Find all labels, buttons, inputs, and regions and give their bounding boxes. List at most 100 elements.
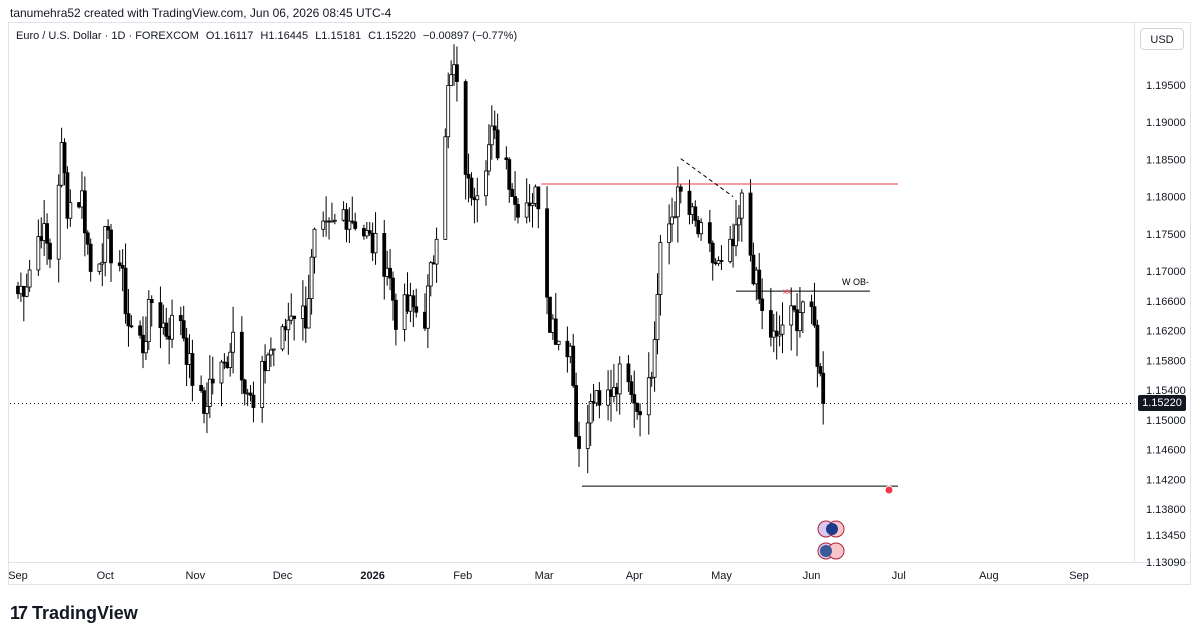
candle-body	[242, 379, 247, 394]
candle-body	[475, 195, 480, 201]
candle-body	[146, 299, 151, 343]
change-value: −0.00897 (−0.77%)	[422, 30, 518, 42]
x-tick-label: Nov	[186, 570, 206, 582]
candle-body	[109, 229, 113, 264]
candle-body	[777, 333, 782, 337]
candle-body	[545, 208, 549, 298]
x-tick-label: Mar	[535, 570, 554, 582]
time-axis-divider	[8, 562, 1191, 563]
x-tick-label: Apr	[626, 570, 643, 582]
candle-body	[655, 294, 660, 341]
candle-body	[120, 265, 125, 269]
candle-body	[36, 236, 41, 271]
xx-marker: xx	[783, 287, 791, 296]
candle-body	[606, 389, 610, 406]
eu-flag-icon	[826, 523, 838, 535]
candle-body	[309, 256, 314, 299]
candle-body	[446, 85, 451, 138]
currency-button[interactable]: USD	[1140, 28, 1184, 50]
candle-body	[321, 220, 326, 230]
candle-body	[205, 405, 209, 414]
candle-body	[117, 262, 122, 266]
tradingview-logo-mark: 17	[10, 602, 28, 623]
candle-body	[144, 341, 148, 354]
candle-body	[530, 203, 535, 207]
candle-body	[65, 172, 70, 219]
y-tick-label: 1.15000	[1146, 415, 1186, 427]
candle-body	[260, 361, 265, 408]
candle-body	[556, 340, 561, 345]
candle-body	[495, 129, 500, 159]
symbol-legend: Euro / U.S. Dollar · 1D · FOREXCOM O1.16…	[16, 30, 521, 42]
candle-body	[184, 337, 189, 365]
candle-body	[489, 125, 494, 146]
us-flag-icon	[820, 545, 832, 557]
candle-body	[748, 192, 753, 256]
candle-body	[548, 296, 552, 333]
y-tick-label: 1.19500	[1146, 80, 1186, 92]
x-tick-label: May	[711, 570, 732, 582]
y-tick-label: 1.13450	[1146, 530, 1186, 542]
y-tick-label: 1.18500	[1146, 154, 1186, 166]
candle-body	[699, 222, 704, 235]
candle-body	[248, 392, 253, 396]
candle-body	[513, 196, 517, 205]
candle-body	[455, 64, 459, 82]
low-value: L1.15181	[315, 30, 362, 42]
candle-body	[68, 202, 73, 219]
candle-body	[638, 411, 642, 416]
candle-body	[800, 301, 805, 314]
candle-body	[780, 324, 785, 335]
tradingview-logo: 17 TradingView	[10, 602, 138, 624]
x-tick-label: Jun	[803, 570, 821, 582]
x-tick-label: Dec	[273, 570, 293, 582]
y-tick-label: 1.14200	[1146, 474, 1186, 486]
candle-body	[82, 190, 87, 234]
candle-body	[734, 224, 738, 247]
candle-body	[373, 233, 378, 254]
candle-body	[286, 319, 291, 331]
candle-body	[463, 81, 468, 175]
candle-body	[504, 157, 509, 161]
order-block-label: W OB-	[842, 277, 869, 287]
candle-body	[391, 277, 395, 301]
x-tick-label: 2026	[360, 570, 384, 582]
candle-body	[571, 345, 576, 386]
candle-body	[635, 402, 640, 412]
x-tick-label: Sep	[1069, 570, 1089, 582]
y-tick-label: 1.19000	[1146, 117, 1186, 129]
candle-body	[536, 186, 541, 210]
candle-body	[719, 260, 724, 262]
candle-body	[178, 315, 183, 322]
candle-body	[757, 269, 762, 300]
candle-body	[774, 330, 779, 337]
candle-body	[707, 222, 712, 244]
candle-body	[507, 159, 512, 190]
x-tick-label: Sep	[8, 570, 28, 582]
candle-body	[149, 299, 154, 304]
y-tick-label: 1.16600	[1146, 296, 1186, 308]
alert-marker-icon	[884, 485, 894, 495]
candle-body	[411, 295, 416, 308]
candle-body	[48, 242, 52, 260]
x-tick-label: Aug	[979, 570, 999, 582]
candle-body	[312, 228, 317, 258]
candle-body	[675, 186, 680, 218]
y-tick-label: 1.17500	[1146, 229, 1186, 241]
candle-body	[306, 298, 311, 329]
candle-body	[646, 377, 651, 416]
candle-body	[164, 322, 169, 337]
candle-body	[629, 381, 634, 396]
candle-body	[393, 299, 398, 330]
candle-body	[798, 312, 802, 332]
candle-body	[751, 254, 756, 285]
candle-body	[170, 315, 174, 340]
candle-body	[768, 310, 773, 338]
candle-body	[367, 230, 372, 234]
x-tick-label: Feb	[453, 570, 472, 582]
candle-body	[382, 233, 387, 277]
candle-body	[414, 306, 419, 313]
candle-body	[402, 294, 407, 330]
candle-body	[239, 331, 244, 381]
